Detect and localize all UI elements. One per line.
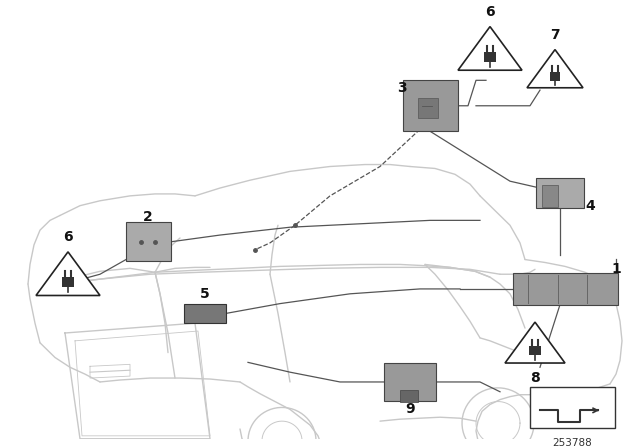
- Bar: [484, 52, 496, 62]
- FancyBboxPatch shape: [184, 304, 226, 323]
- Text: 9: 9: [405, 402, 415, 416]
- Text: 8: 8: [530, 371, 540, 385]
- Text: 7: 7: [550, 28, 560, 42]
- Text: 2: 2: [143, 211, 153, 224]
- Text: 4: 4: [585, 198, 595, 213]
- FancyBboxPatch shape: [400, 390, 418, 401]
- Polygon shape: [527, 50, 583, 88]
- Polygon shape: [505, 322, 565, 363]
- FancyBboxPatch shape: [542, 185, 558, 207]
- Bar: [530, 387, 615, 428]
- FancyBboxPatch shape: [125, 222, 170, 262]
- Text: 1: 1: [611, 263, 621, 276]
- Text: 5: 5: [200, 287, 210, 301]
- FancyBboxPatch shape: [403, 80, 458, 131]
- FancyBboxPatch shape: [513, 273, 618, 305]
- Text: 3: 3: [397, 81, 407, 95]
- Bar: [550, 72, 561, 81]
- Text: 6: 6: [63, 230, 73, 244]
- FancyBboxPatch shape: [384, 363, 436, 401]
- Bar: [62, 277, 74, 288]
- Bar: [529, 346, 541, 355]
- Polygon shape: [36, 252, 100, 296]
- Polygon shape: [458, 26, 522, 70]
- Text: 6: 6: [485, 5, 495, 19]
- FancyBboxPatch shape: [536, 178, 584, 207]
- FancyBboxPatch shape: [418, 98, 438, 117]
- Text: 253788: 253788: [552, 438, 593, 448]
